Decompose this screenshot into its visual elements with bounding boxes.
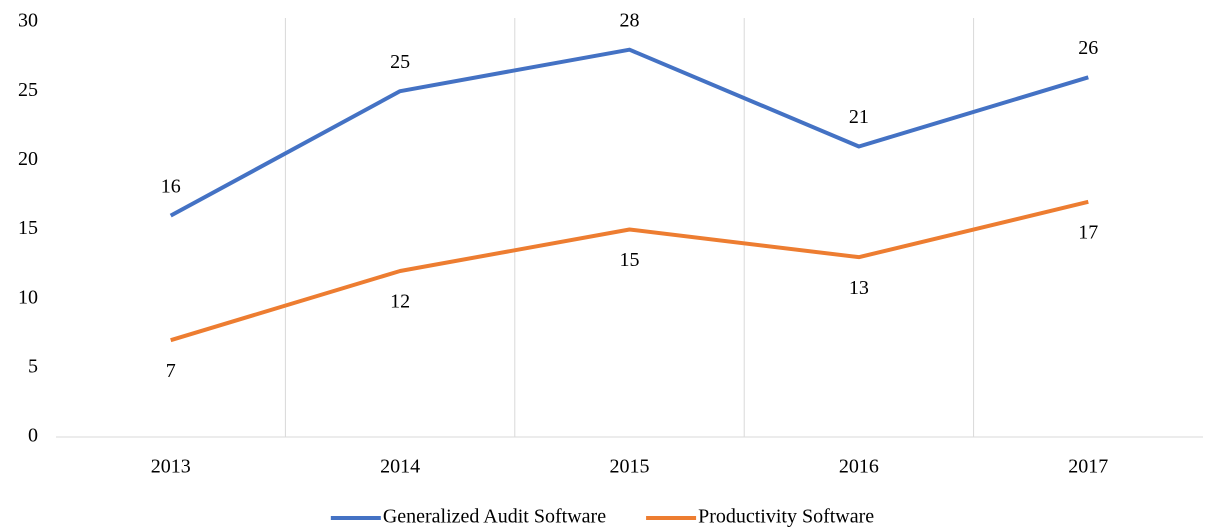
y-tick-label: 30 [18, 10, 38, 32]
data-label: 16 [161, 175, 181, 197]
data-label: 13 [849, 277, 869, 299]
series-line [170, 199, 1089, 343]
data-label: 15 [620, 249, 640, 271]
data-label: 17 [1078, 221, 1098, 243]
x-tick-label: 2014 [380, 456, 420, 478]
y-tick-label: 25 [18, 79, 38, 101]
y-tick-label: 0 [28, 425, 38, 447]
legend-label: Generalized Audit Software [383, 506, 606, 528]
data-label: 12 [390, 291, 410, 313]
legend-label: Productivity Software [698, 506, 874, 528]
x-tick-label: 2016 [839, 456, 879, 478]
x-tick-label: 2013 [151, 456, 191, 478]
y-tick-label: 20 [18, 148, 38, 170]
data-label: 26 [1078, 37, 1098, 59]
x-tick-label: 2015 [610, 456, 650, 478]
data-label: 21 [849, 106, 869, 128]
data-label: 28 [620, 9, 640, 31]
series-line [169, 47, 1089, 218]
data-label: 7 [166, 360, 176, 382]
data-label: 25 [390, 51, 410, 73]
y-tick-label: 15 [18, 217, 38, 239]
y-tick-label: 10 [18, 286, 38, 308]
y-tick-label: 5 [28, 355, 38, 377]
x-tick-label: 2017 [1068, 456, 1108, 478]
